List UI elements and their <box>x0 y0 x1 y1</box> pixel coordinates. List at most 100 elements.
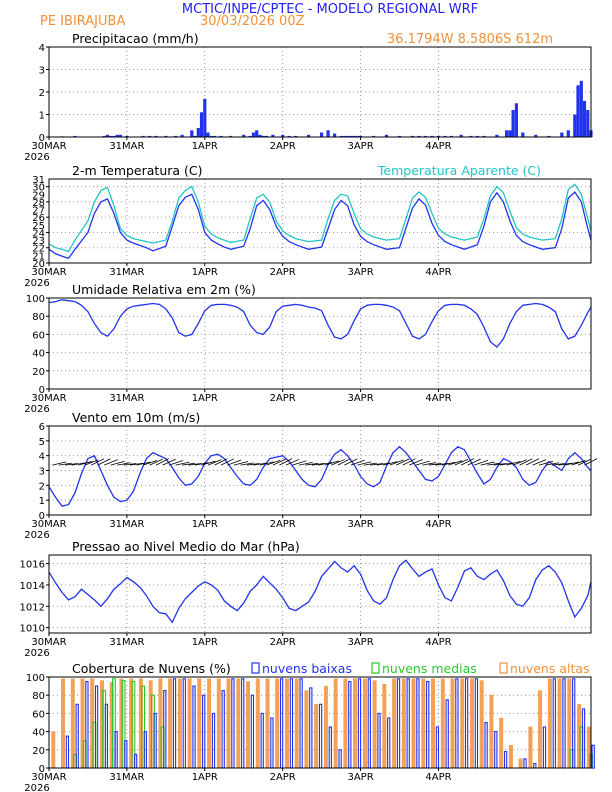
legend-swatch-nuvens-altas <box>499 662 508 674</box>
cloud-bar-nuvens-baixas <box>221 690 225 769</box>
y-tick-label: 1010 <box>20 624 45 635</box>
y-tick-label: 22 <box>32 244 45 255</box>
precip-bar <box>443 135 447 137</box>
precip-bar <box>566 130 570 138</box>
cloud-bar-nuvens-altas <box>469 678 474 769</box>
wind-arrow <box>162 458 176 466</box>
cloud-bar-nuvens-baixas <box>85 680 89 769</box>
cloud-bar-nuvens-baixas <box>318 703 323 769</box>
precip-bar <box>482 135 486 137</box>
precip-bar <box>264 135 268 137</box>
wind-arrow <box>324 460 339 466</box>
precip-bar <box>410 135 415 137</box>
precip-bar <box>355 135 359 137</box>
cloud-bar-nuvens-altas <box>489 694 494 769</box>
precip-bar <box>342 135 346 137</box>
cloud-bar-nuvens-altas <box>265 678 270 769</box>
wind-arrow <box>84 459 99 466</box>
x-tick-label: 30MAR <box>31 393 66 404</box>
panel-title: 2-m Temperatura (C) <box>72 163 203 178</box>
precip-bar <box>281 134 285 138</box>
wind-arrow <box>480 461 495 466</box>
wind-arrow <box>266 459 281 466</box>
year-label: 2026 <box>24 404 49 415</box>
x-tick-label: 3APR <box>347 637 373 648</box>
precip-bar <box>209 135 213 137</box>
wind-arrow <box>155 458 169 466</box>
wind-arrow <box>207 459 222 466</box>
cloud-bar-nuvens-baixas <box>348 680 352 769</box>
precip-bar <box>582 101 587 137</box>
precip-bar <box>258 134 262 138</box>
precip-bar <box>287 135 291 137</box>
wind-arrow <box>97 458 111 466</box>
year-label: 2026 <box>24 648 49 659</box>
panel-title: Umidade Relativa em 2m (%) <box>72 282 256 297</box>
wind-arrow <box>331 459 345 466</box>
y-tick-label: 5 <box>39 437 45 448</box>
cloud-bar-nuvens-baixas <box>591 744 595 769</box>
x-tick-label: 31MAR <box>109 393 144 404</box>
x-tick-label: 3APR <box>347 267 373 278</box>
wind-arrow <box>246 463 260 466</box>
precip-bar <box>475 135 479 137</box>
x-tick-label: 2APR <box>270 519 296 530</box>
precip-bar <box>112 135 116 137</box>
cloud-bar-nuvens-baixas <box>289 678 294 769</box>
x-tick-label: 2APR <box>270 393 296 404</box>
precip-bar <box>248 135 252 137</box>
wind-arrow <box>58 462 72 466</box>
cloud-bar-nuvens-baixas <box>202 694 206 769</box>
wind-arrow <box>175 461 190 466</box>
precip-bar <box>174 135 178 137</box>
wind-arrow <box>474 459 489 466</box>
precip-bar <box>242 134 246 138</box>
precip-bar <box>199 112 204 138</box>
y-tick-label: 1012 <box>20 602 45 613</box>
wind-arrow <box>467 458 481 466</box>
series-line-1 <box>48 183 592 253</box>
y-tick-label: 2 <box>39 481 45 492</box>
cloud-bar-nuvens-baixas <box>65 735 70 769</box>
precip-bar <box>333 133 337 137</box>
cloud-bar-nuvens-baixas <box>416 678 420 769</box>
precip-bar <box>73 135 77 137</box>
precip-bar <box>193 135 197 137</box>
precip-bar <box>430 135 434 137</box>
cloud-bar-nuvens-baixas <box>338 749 342 769</box>
y-tick-label: 1016 <box>20 560 45 571</box>
y-tick-label-minor: 25 <box>32 221 45 232</box>
x-tick-label: 4APR <box>425 393 451 404</box>
wind-arrow <box>337 458 351 466</box>
cloud-bar-nuvens-altas <box>216 678 221 769</box>
precip-bar <box>372 135 376 137</box>
y-tick-label: 4 <box>39 452 45 463</box>
x-tick-label: 1APR <box>192 519 218 530</box>
cloud-bar-nuvens-baixas <box>406 678 410 769</box>
panel-1: 0 1 2 3 4 30MAR 31MAR 1APR 2APR 3APR 4APR 2026 Preci… <box>24 31 593 163</box>
wind-arrow <box>142 460 158 466</box>
cloud-bar-nuvens-baixas <box>455 678 459 769</box>
y-tick-label-minor: 21 <box>32 251 45 262</box>
cloud-bar-nuvens-baixas <box>494 731 498 769</box>
precip-bar <box>326 130 330 138</box>
cloud-bar-nuvens-baixas <box>163 690 167 769</box>
legend-label-nuvens-baixas: nuvens baixas <box>262 661 352 676</box>
precip-bar <box>255 130 259 138</box>
cloud-bar-nuvens-baixas <box>562 678 566 769</box>
precip-bar <box>459 134 463 138</box>
x-tick-label: 1APR <box>192 141 218 152</box>
wind-arrow <box>240 462 254 466</box>
precip-bar <box>261 135 265 137</box>
cloud-bar-nuvens-altas <box>207 678 212 769</box>
panel-frame <box>48 178 592 264</box>
panel-frame <box>48 676 592 769</box>
wind-arrow <box>363 462 377 466</box>
wind-arrow <box>52 461 67 466</box>
legend-label-nuvens-altas: nuvens altas <box>510 661 590 676</box>
wind-arrow <box>305 462 319 466</box>
y-tick-label: 100 <box>26 294 45 305</box>
panel-title: Precipitacao (mm/h) <box>72 31 199 46</box>
y-tick-label: 0 <box>39 764 45 775</box>
precip-bar <box>449 135 453 137</box>
